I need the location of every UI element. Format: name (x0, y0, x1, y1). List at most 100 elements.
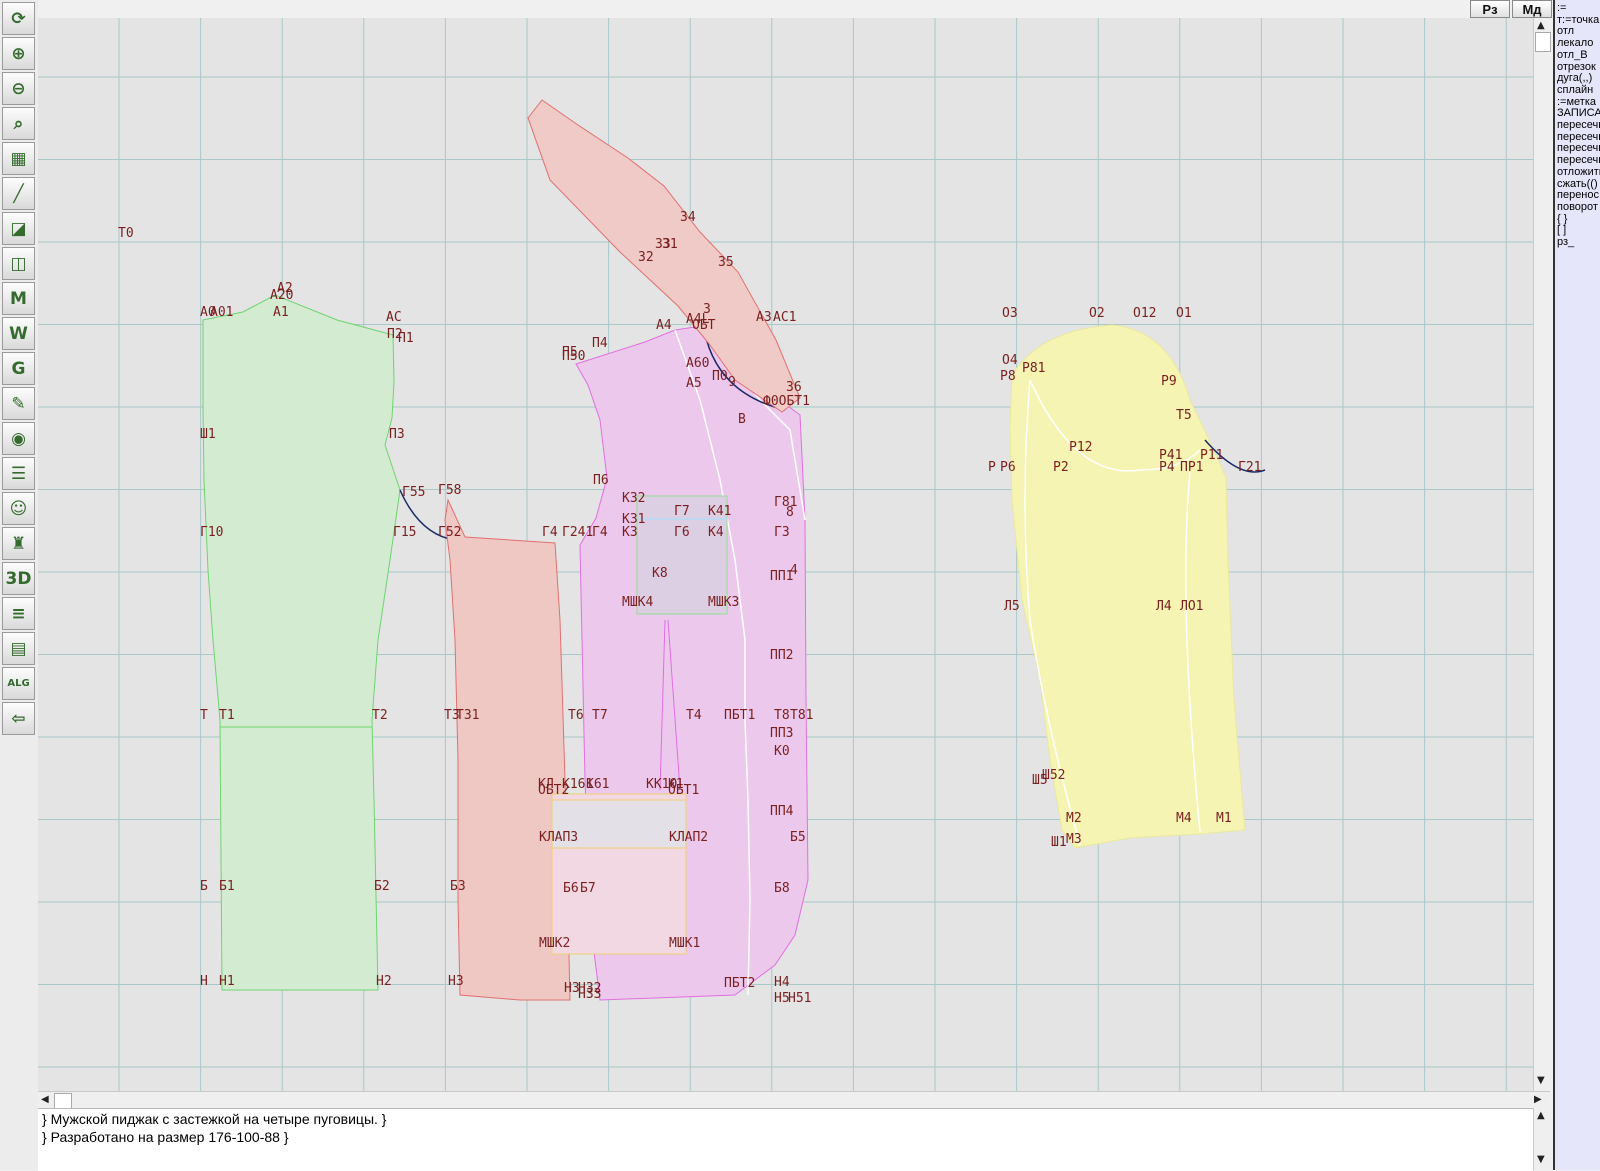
pattern-piece-icon[interactable]: ◫ (2, 247, 35, 280)
figure-icon[interactable]: ☺ (2, 492, 35, 525)
point-label: П5 (562, 345, 578, 360)
command-item[interactable]: отл (1557, 25, 1575, 38)
point-label: А01 (210, 305, 233, 320)
side-pattern-piece[interactable] (444, 498, 571, 1001)
vertical-scrollbar[interactable]: ▲ ▼ (1533, 18, 1551, 1091)
point-label: Т31 (456, 708, 479, 723)
point-label: Б7 (580, 881, 596, 896)
point-label: МШК4 (622, 595, 653, 610)
command-item[interactable]: перенос (1557, 189, 1600, 202)
point-label: Ш52 (1042, 768, 1065, 783)
exit-icon[interactable]: ⇦ (2, 702, 35, 735)
command-item[interactable]: ЗАПИСАТЬ (1557, 107, 1600, 120)
layers-icon[interactable]: ▤ (2, 632, 35, 665)
command-item[interactable]: сплайн (1557, 83, 1594, 96)
description-scrollbar[interactable]: ▲ ▼ (1533, 1108, 1551, 1170)
point-label: Т8 (774, 708, 790, 723)
command-item[interactable]: :=метка (1557, 95, 1597, 108)
back-pattern-piece[interactable] (202, 294, 456, 991)
point-label: КК10 (646, 777, 677, 792)
command-item[interactable]: [ ] (1557, 224, 1567, 237)
compass-icon[interactable]: W (2, 317, 35, 350)
command-item[interactable]: поворот (1557, 200, 1598, 213)
zoom-out-icon[interactable]: ⊖ (2, 72, 35, 105)
description-line-1: } Мужской пиджак с застежкой на четыре п… (42, 1111, 387, 1127)
zoom-fit-icon[interactable]: ⌕ (2, 107, 35, 140)
point-label: Г7 (674, 504, 690, 519)
scroll-left-icon[interactable]: ◀ (41, 1094, 49, 1105)
point-label: З1 (662, 237, 678, 252)
pattern-icon[interactable]: ◪ (2, 212, 35, 245)
command-item[interactable]: пересечь (1557, 154, 1600, 167)
jacket-icon[interactable]: ♜ (2, 527, 35, 560)
command-item[interactable]: дуга(,,) (1557, 72, 1593, 85)
command-item[interactable]: пересечь (1557, 130, 1600, 143)
grid-icon[interactable]: ▦ (2, 142, 35, 175)
command-item[interactable]: лекало (1557, 37, 1594, 50)
point-label: Р9 (1161, 374, 1177, 389)
point-label: Н1 (219, 974, 235, 989)
point-label: Р81 (1022, 361, 1045, 376)
document-icon[interactable]: ≡ (2, 597, 35, 630)
point-label: ПП2 (770, 648, 793, 663)
table-icon[interactable]: ☰ (2, 457, 35, 490)
command-item[interactable]: отложить (1557, 165, 1600, 178)
command-item[interactable]: отл_В (1557, 48, 1588, 61)
command-item[interactable]: отрезок (1557, 60, 1596, 73)
scroll-right-icon[interactable]: ▶ (1534, 1094, 1542, 1105)
command-item[interactable]: { } (1557, 212, 1568, 225)
scroll-down-icon[interactable]: ▼ (1537, 1154, 1545, 1165)
point-label: З3 (655, 237, 671, 252)
rz-button[interactable]: Рз (1470, 0, 1510, 18)
point-label: К61 (586, 777, 609, 792)
point-label: К4 (708, 525, 724, 540)
refresh-icon[interactable]: ⟳ (2, 2, 35, 35)
top-strip: Рз Мд (38, 0, 1555, 18)
model-icon[interactable]: M (2, 282, 35, 315)
point-label: А3 (756, 310, 772, 325)
zoom-in-icon[interactable]: ⊕ (2, 37, 35, 70)
line-icon[interactable]: ╱ (2, 177, 35, 210)
md-button[interactable]: Мд (1512, 0, 1552, 18)
point-label: Р2 (1053, 460, 1069, 475)
point-label: Г52 (438, 525, 461, 540)
point-label: Т7 (592, 708, 608, 723)
point-label: Г21 (1238, 460, 1261, 475)
front-pattern-piece[interactable] (551, 321, 809, 1001)
grade-icon[interactable]: G (2, 352, 35, 385)
command-item[interactable]: := (1557, 2, 1567, 14)
point-label: К31 (622, 512, 645, 527)
point-label: Ш1 (200, 427, 216, 442)
point-label: Р6 (1000, 460, 1016, 475)
point-label: Н (200, 974, 208, 989)
point-label: КЛАП3 (539, 830, 578, 845)
scroll-down-icon[interactable]: ▼ (1537, 1075, 1545, 1086)
command-item[interactable]: сжать(() (1557, 177, 1598, 190)
point-label: П3 (389, 427, 405, 442)
point-label: Т5 (1176, 408, 1192, 423)
scroll-up-icon[interactable]: ▲ (1537, 1110, 1545, 1121)
3d-icon[interactable]: 3D (2, 562, 35, 595)
algorithm-icon[interactable]: ALG (2, 667, 35, 700)
measure-icon[interactable]: ✎ (2, 387, 35, 420)
scroll-up-icon[interactable]: ▲ (1537, 20, 1545, 31)
horizontal-scroll-thumb[interactable] (54, 1093, 72, 1109)
command-item[interactable]: т:=точка (1557, 13, 1600, 26)
point-label: ОБТ2 (538, 783, 569, 798)
command-item[interactable]: пересечь (1557, 119, 1600, 131)
sleeve-pattern-piece[interactable] (1009, 324, 1266, 849)
point-label: ПБТ2 (724, 976, 755, 991)
drawing-canvas[interactable]: Т0 А0 А01 А2 А20 А1 АС П2 П1 Ш1 П3 Г55 Г58 Г10 Г15 Г52 Т… (38, 18, 1533, 1091)
point-label: ОБТ1 (668, 783, 699, 798)
collar-pattern-piece[interactable] (527, 99, 801, 413)
horizontal-scrollbar[interactable]: ◀ ▶ (38, 1091, 1550, 1109)
point-label: АС (386, 310, 402, 325)
point-label: А0 (200, 305, 216, 320)
command-item[interactable]: пересечь (1557, 142, 1600, 155)
point-label: М2 (1066, 811, 1082, 826)
vertical-scroll-thumb[interactable] (1535, 32, 1551, 52)
camera-icon[interactable]: ◉ (2, 422, 35, 455)
command-item[interactable]: рз_ (1557, 236, 1575, 248)
point-label: П50 (562, 349, 585, 364)
point-label: Т0 (118, 226, 134, 241)
